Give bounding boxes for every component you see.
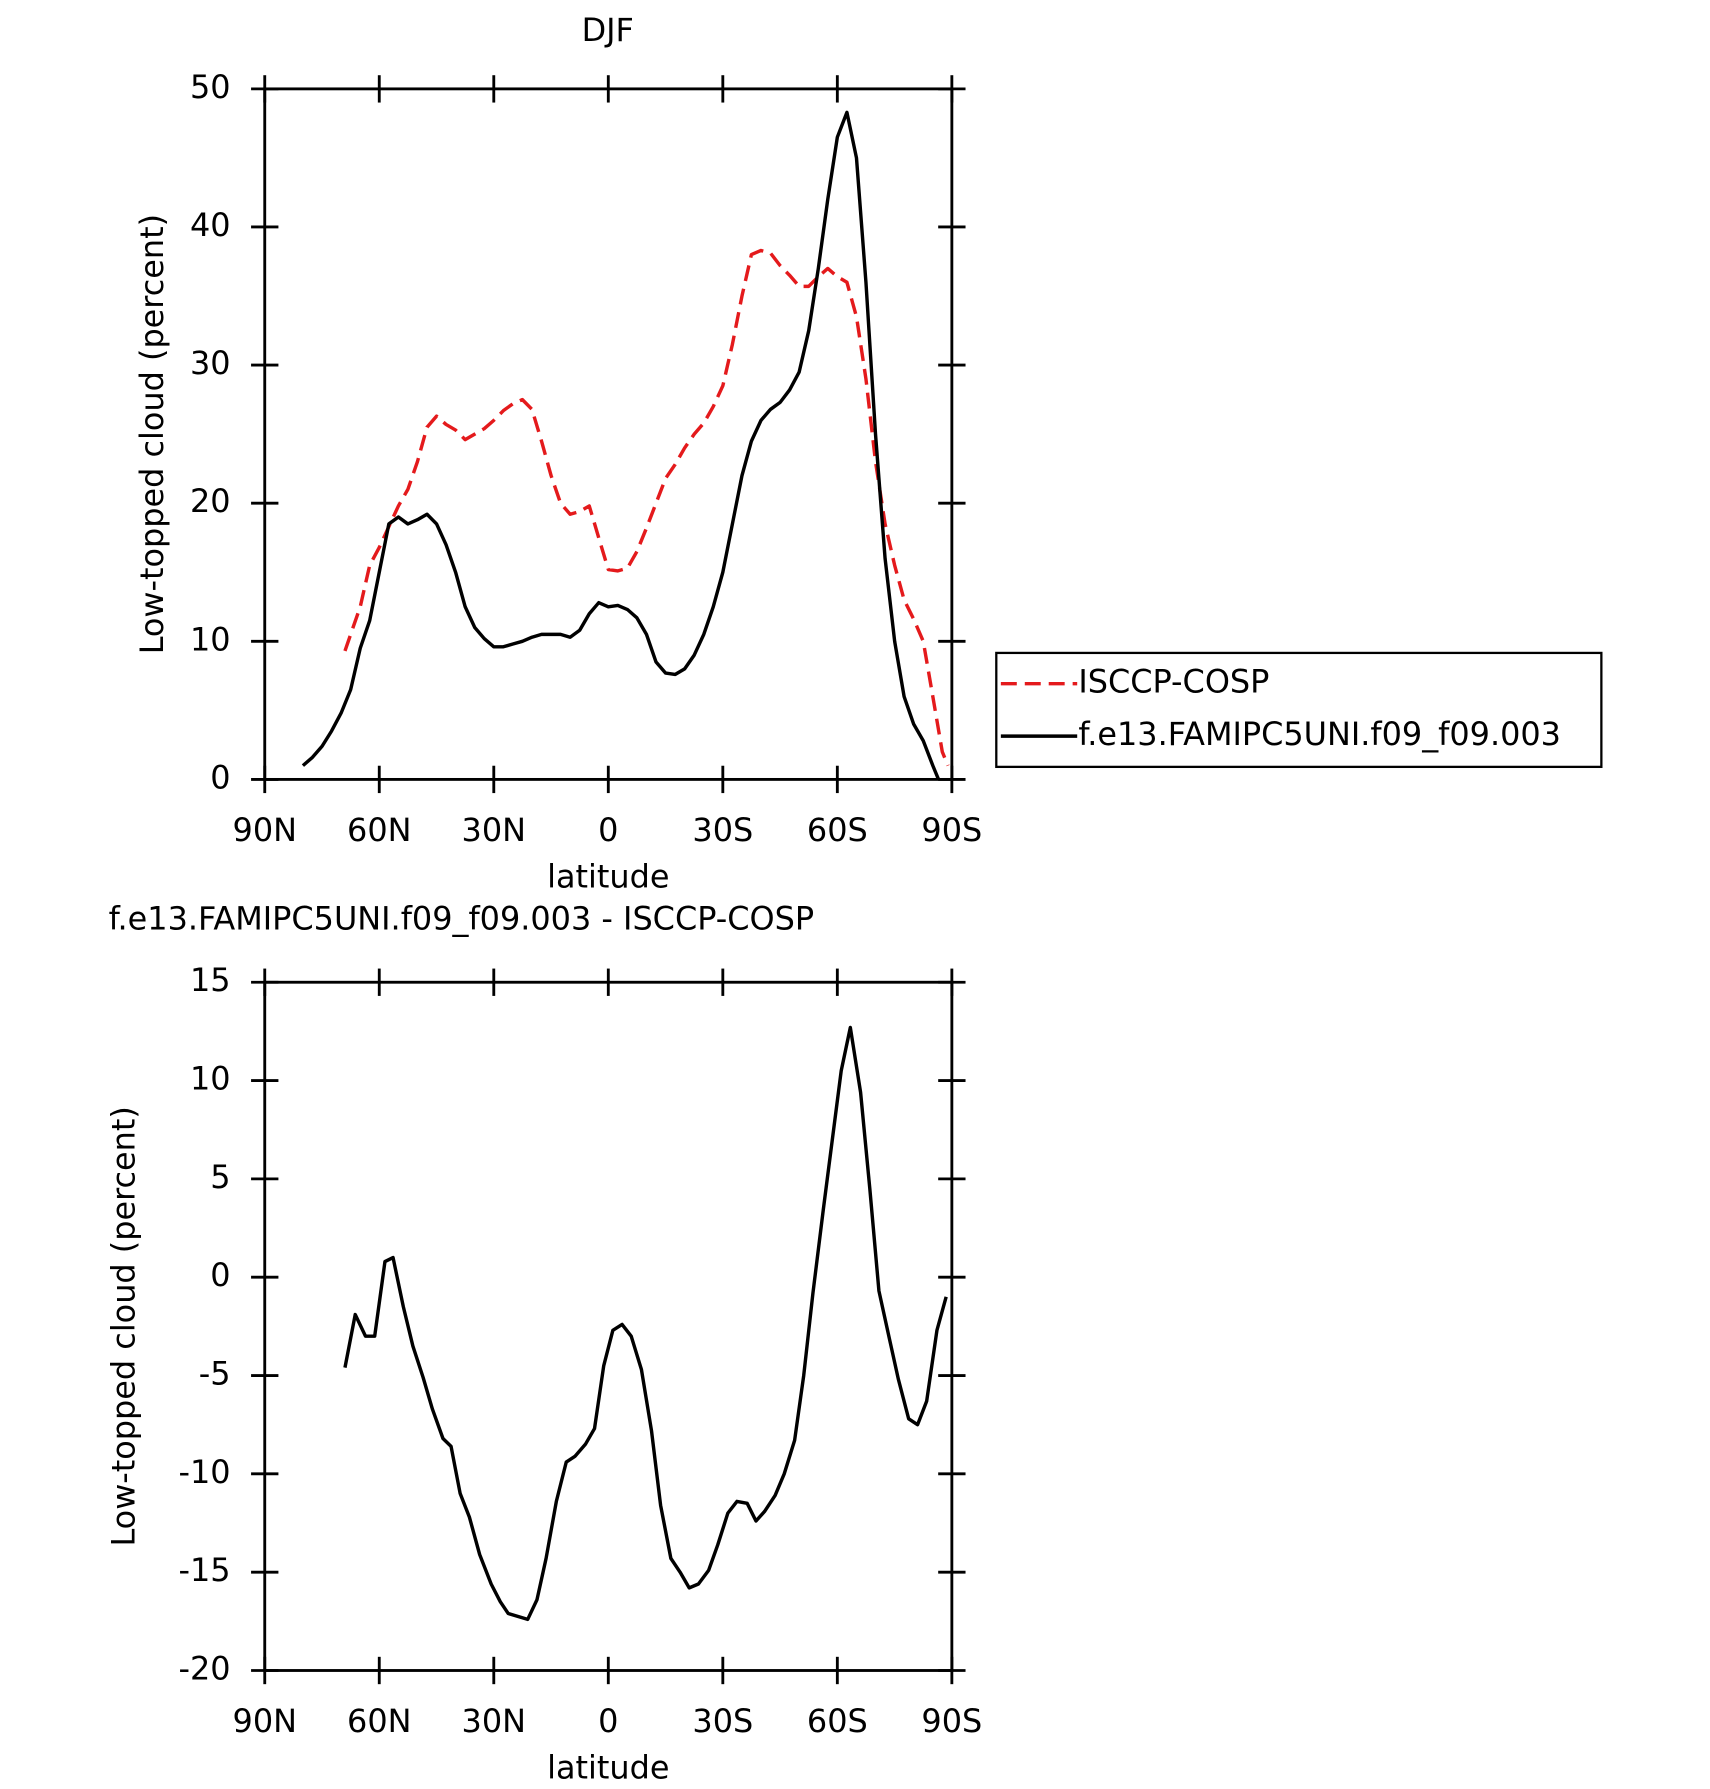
data-line [343,1025,948,1622]
data-line [301,110,941,781]
y-tick-label: 5 [210,1158,230,1196]
y-tick-label: 50 [190,68,231,106]
x-tick-label: 30S [692,1702,753,1740]
data-line [343,248,950,767]
y-tick-label: 10 [190,1060,231,1098]
y-tick-label: -15 [178,1551,230,1589]
x-tick-label: 90S [921,1702,982,1740]
y-tick-label: 0 [210,758,230,796]
x-axis-label: latitude [547,1749,669,1787]
legend-label: f.e13.FAMIPC5UNI.f09_f09.003 [1078,715,1561,753]
y-tick-label: 0 [210,1256,230,1294]
chart-title: DJF [582,11,634,49]
x-tick-label: 60S [807,1702,868,1740]
y-tick-label: 10 [190,620,231,658]
x-tick-label: 60N [347,1702,411,1740]
x-tick-label: 0 [598,811,618,849]
x-tick-label: 30S [692,811,753,849]
y-axis-label: Low-topped cloud (percent) [105,1106,143,1546]
y-tick-label: -5 [199,1355,231,1393]
x-tick-label: 30N [462,1702,526,1740]
y-tick-label: 40 [190,206,231,244]
legend-box [995,651,1603,769]
x-axis-label: latitude [547,858,669,896]
x-tick-label: 90S [921,811,982,849]
y-tick-label: -20 [178,1649,230,1687]
x-tick-label: 60N [347,811,411,849]
x-tick-label: 90N [233,1702,297,1740]
y-tick-label: 15 [190,961,231,999]
x-tick-label: 30N [462,811,526,849]
y-tick-label: -10 [178,1453,230,1491]
y-axis-label: Low-topped cloud (percent) [133,214,171,654]
y-tick-label: 20 [190,482,231,520]
plot-frame [263,980,954,1672]
x-tick-label: 90N [233,811,297,849]
chart-title: f.e13.FAMIPC5UNI.f09_f09.003 - ISCCP-COS… [109,900,814,938]
x-tick-label: 0 [598,1702,618,1740]
x-tick-label: 60S [807,811,868,849]
plot-frame [263,87,954,781]
legend-label: ISCCP-COSP [1078,663,1269,701]
y-tick-label: 30 [190,344,231,382]
